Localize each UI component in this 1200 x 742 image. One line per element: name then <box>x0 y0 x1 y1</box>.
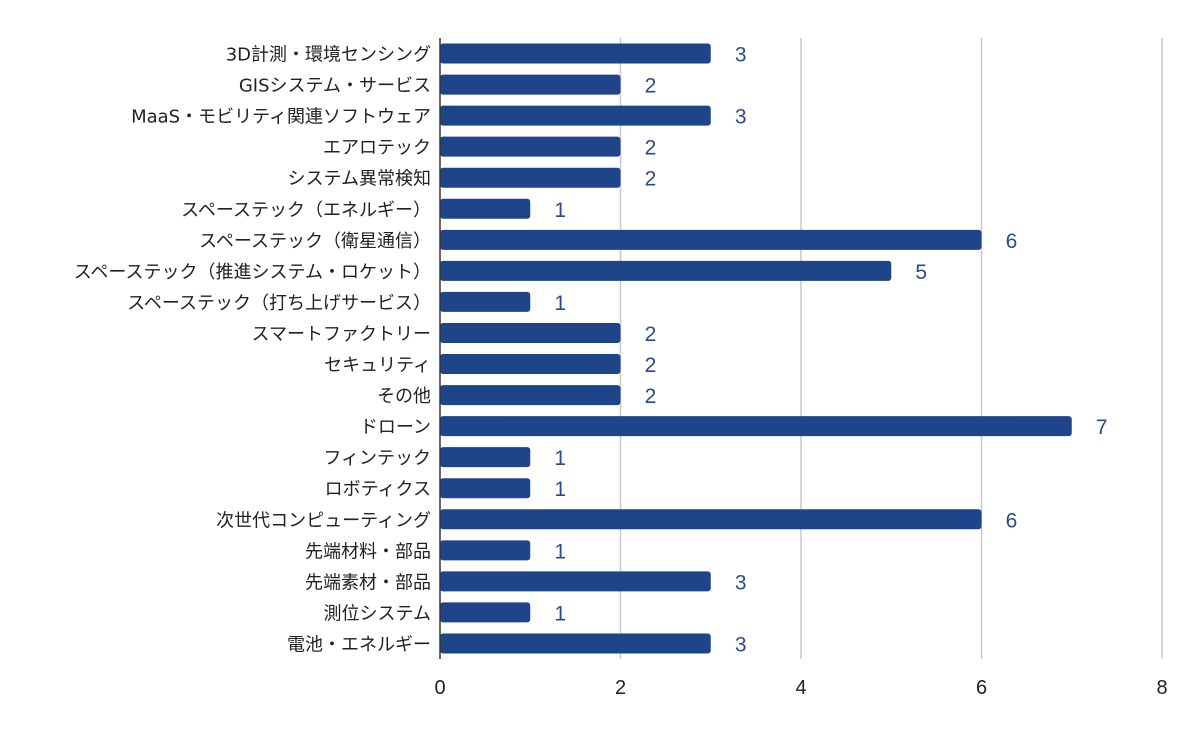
bar <box>440 198 531 219</box>
data-label: 1 <box>554 602 566 625</box>
bar <box>440 602 531 623</box>
data-label: 6 <box>1006 509 1018 532</box>
bar-layer <box>440 43 1072 654</box>
data-label: 2 <box>645 354 657 377</box>
category-label: エアロテック <box>323 138 431 159</box>
category-label: 先端材料・部品 <box>305 541 431 562</box>
data-label: 5 <box>915 261 927 284</box>
bar <box>440 385 621 406</box>
bar <box>440 416 1072 437</box>
x-tick-label: 6 <box>976 677 987 699</box>
category-label: スペーステック（衛星通信） <box>199 231 431 252</box>
bar <box>440 167 621 188</box>
category-label: 先端素材・部品 <box>305 572 431 593</box>
x-tick-label: 0 <box>434 677 445 699</box>
bar <box>440 291 531 312</box>
category-label: スペーステック（エネルギー） <box>181 200 431 221</box>
category-label: 測位システム <box>324 603 431 624</box>
x-tick-label: 8 <box>1156 677 1167 699</box>
data-label: 2 <box>645 385 657 408</box>
bar <box>440 571 711 592</box>
bar <box>440 633 711 654</box>
data-label: 3 <box>735 633 747 656</box>
data-label: 1 <box>554 199 566 222</box>
bar <box>440 322 621 343</box>
category-label: システム異常検知 <box>288 169 431 190</box>
category-label: MaaS・モビリティ関連ソフトウェア <box>131 107 431 128</box>
data-label: 3 <box>735 44 747 67</box>
bar <box>440 229 982 250</box>
data-label: 1 <box>554 447 566 470</box>
category-label: 次世代コンピューティング <box>216 510 431 531</box>
data-label: 2 <box>645 168 657 191</box>
category-label: 3D計測・環境センシング <box>226 45 431 66</box>
data-label: 2 <box>645 75 657 98</box>
data-label: 6 <box>1006 230 1018 253</box>
category-label: GISシステム・サービス <box>239 76 431 97</box>
data-label: 7 <box>1096 416 1108 439</box>
data-label: 2 <box>645 137 657 160</box>
category-label: ロボティクス <box>325 479 431 500</box>
bar <box>440 74 621 95</box>
data-label: 2 <box>645 323 657 346</box>
category-label: 電池・エネルギー <box>287 634 431 655</box>
data-label: 3 <box>735 571 747 594</box>
category-label: その他 <box>377 386 431 407</box>
grid-layer <box>619 38 1163 659</box>
x-tick-label: 4 <box>795 677 806 699</box>
x-tick-label: 2 <box>615 677 626 699</box>
bar <box>440 260 892 281</box>
bar <box>440 43 711 64</box>
label-layer: 0 2 4 6 8 3D計測・環境センシング 3 GISシステム・サービス 2 MaaS・モビリテ… <box>74 44 1168 699</box>
data-label: 1 <box>554 292 566 315</box>
category-label: ドローン <box>360 417 431 438</box>
data-label: 1 <box>554 540 566 563</box>
category-label: スペーステック（打ち上げサービス） <box>127 293 431 314</box>
category-label: スペーステック（推進システム・ロケット） <box>74 262 431 283</box>
bar <box>440 540 531 561</box>
bar <box>440 447 531 468</box>
bar <box>440 136 621 157</box>
category-label: フィンテック <box>323 448 431 469</box>
category-label: スマートファクトリー <box>252 324 431 345</box>
data-label: 1 <box>554 478 566 501</box>
bar <box>440 105 711 126</box>
bar <box>440 509 982 530</box>
data-label: 3 <box>735 106 747 129</box>
bar <box>440 354 621 375</box>
bar <box>440 478 531 499</box>
category-label: セキュリティ <box>324 355 431 376</box>
